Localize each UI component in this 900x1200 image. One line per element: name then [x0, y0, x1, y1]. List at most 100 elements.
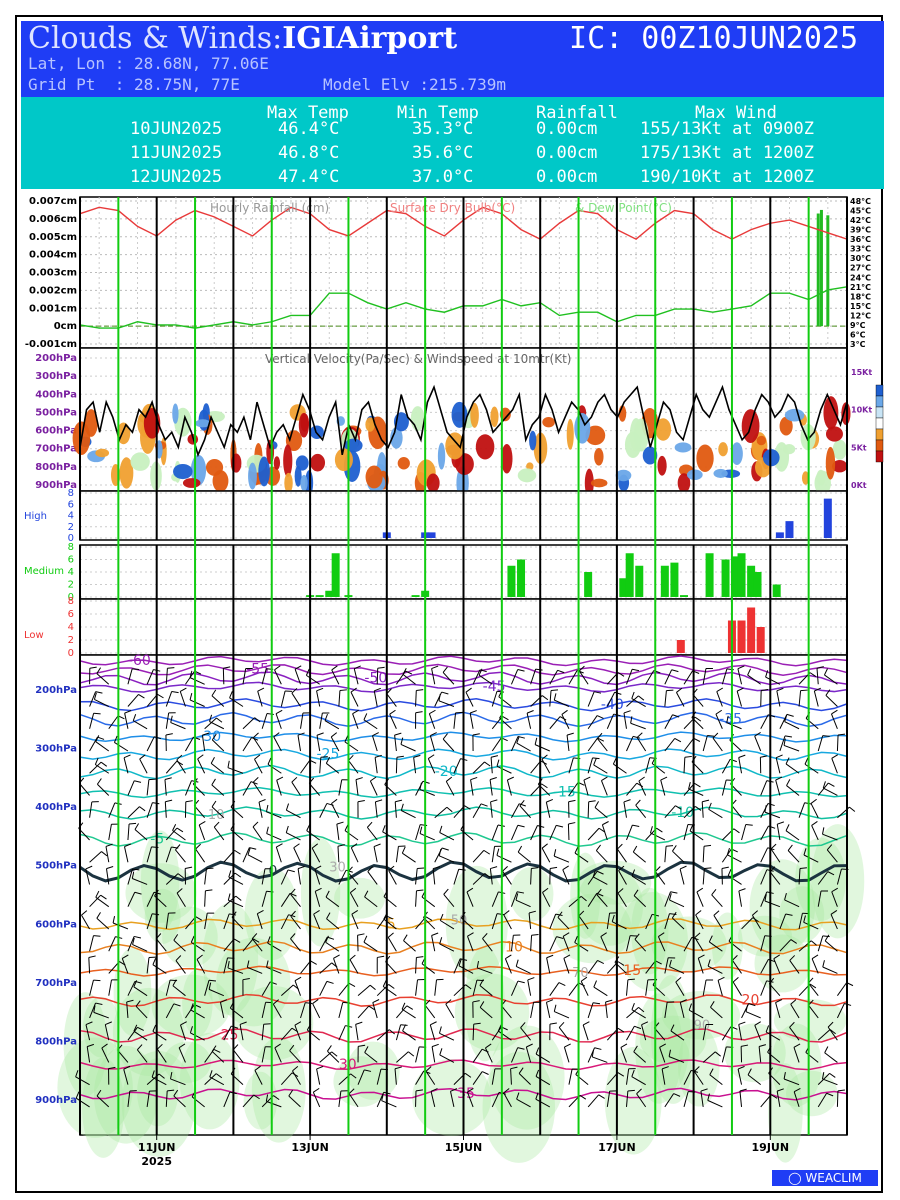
wind-barb-feather: [803, 915, 806, 923]
wind-barb-feather: [439, 913, 444, 921]
wind-barb: [645, 960, 656, 974]
wind-barb: [211, 806, 225, 819]
wind-barb: [626, 1025, 635, 1041]
wind-barb: [290, 915, 301, 930]
cloud-tick-label: 2: [68, 522, 74, 533]
wind-barb-feather: [374, 754, 382, 758]
wind-barb: [247, 966, 263, 974]
wind-barb: [549, 825, 557, 841]
wind-barb-feather: [535, 1047, 540, 1055]
wind-barb-feather: [290, 933, 296, 940]
wind-barb-feather: [676, 687, 683, 693]
wind-barb: [165, 846, 172, 863]
wind-barb: [196, 959, 206, 974]
wind-barb-feather: [372, 999, 380, 1003]
wind-barb: [176, 892, 186, 907]
wind-barb-feather: [152, 958, 157, 965]
wind-barb: [587, 1002, 594, 1019]
wind-barb-feather: [443, 888, 449, 895]
wind-barb: [664, 690, 667, 707]
y-right-tick-label: 30°C: [850, 254, 871, 263]
wind-barb: [175, 849, 186, 863]
wind-barb: [668, 1056, 685, 1063]
wind-barb-feather: [428, 754, 435, 760]
wind-barb: [491, 824, 499, 841]
row-rainfall: 0.00cm: [536, 167, 598, 187]
humidity-shading: [144, 888, 181, 944]
medium-cloud-bar: [411, 595, 420, 597]
wind-barb-feather: [252, 777, 259, 783]
wind-barb-feather: [558, 982, 566, 986]
humidity-shading: [121, 1050, 196, 1157]
wind-barb-feather: [553, 693, 557, 701]
wind-barb-feather: [96, 778, 102, 785]
y-tick-label: 0.006cm: [29, 214, 77, 225]
wind-barb-feather: [415, 711, 423, 714]
wind-barb-feather: [497, 1024, 502, 1032]
wind-barb-feather: [101, 1043, 108, 1049]
wind-barb-feather: [739, 1088, 747, 1092]
wind-barb: [266, 811, 282, 819]
wind-barb-feather: [594, 691, 602, 694]
wind-barb-feather: [672, 845, 677, 852]
wind-barb: [294, 1025, 301, 1041]
wind-barb: [96, 1095, 110, 1108]
pressure-tick-label: 200hPa: [35, 685, 77, 696]
wind-barb-feather: [337, 844, 345, 847]
wind-barb-feather: [627, 1089, 635, 1092]
wind-barb-feather: [517, 1047, 525, 1050]
wind-barb: [127, 806, 140, 819]
wind-barb-feather: [824, 1046, 829, 1053]
vertical-velocity-cell: [784, 408, 805, 422]
wind-barb-feather: [138, 694, 145, 699]
wind-barb-feather: [490, 755, 499, 758]
wind-barb: [204, 717, 217, 730]
wind-barb-feather: [132, 714, 137, 721]
wind-barb-feather: [344, 735, 349, 743]
wind-barb-feather: [254, 754, 261, 760]
wind-barb: [549, 982, 560, 996]
wind-barb-feather: [824, 934, 830, 942]
wind-barb: [793, 1047, 800, 1063]
wind-barb-feather: [641, 1021, 649, 1026]
wind-barb-feather: [287, 869, 295, 873]
wind-barb-feather: [189, 670, 193, 678]
wind-barb-feather: [416, 889, 424, 892]
isotherm-label: 5: [387, 916, 396, 932]
wind-barb: [625, 1068, 630, 1085]
wind-barb: [469, 712, 474, 729]
wind-barb: [804, 763, 819, 774]
wind-barb: [127, 892, 136, 907]
wind-barb: [373, 690, 378, 707]
wind-barb-feather: [605, 999, 613, 1003]
wind-barb-feather: [87, 1043, 94, 1048]
pressure-tick-label: 400hPa: [35, 389, 77, 400]
wind-barb-feather: [578, 665, 585, 672]
wind-barb-feather: [711, 889, 717, 896]
wind-barb-feather: [438, 693, 441, 701]
wind-barb: [172, 830, 186, 841]
wind-barb-feather: [139, 754, 146, 760]
wind-barb: [146, 779, 150, 796]
wind-barb: [108, 979, 112, 996]
wind-barb: [600, 780, 608, 796]
wind-barb: [618, 870, 627, 885]
humidity-shading: [509, 866, 554, 922]
wind-barb-feather: [258, 799, 266, 803]
wind-barb: [754, 735, 762, 752]
wind-barb-feather: [438, 848, 442, 856]
wind-barb-feather: [632, 845, 638, 853]
wind-barb-feather: [593, 758, 597, 766]
wind-barb: [363, 719, 378, 730]
wind-barb: [702, 735, 708, 752]
wind-barb-feather: [156, 1043, 163, 1050]
wind-barb: [472, 850, 485, 863]
isotherm-label: -20: [435, 764, 458, 780]
wind-barb-feather: [809, 672, 817, 677]
wind-barb-feather: [95, 890, 100, 898]
cloud-tick-label: 4: [68, 511, 74, 522]
wind-barb-feather: [811, 954, 819, 960]
isotherm-label: -15: [553, 785, 576, 801]
wind-barb: [535, 1098, 551, 1108]
wind-barb: [95, 896, 110, 908]
